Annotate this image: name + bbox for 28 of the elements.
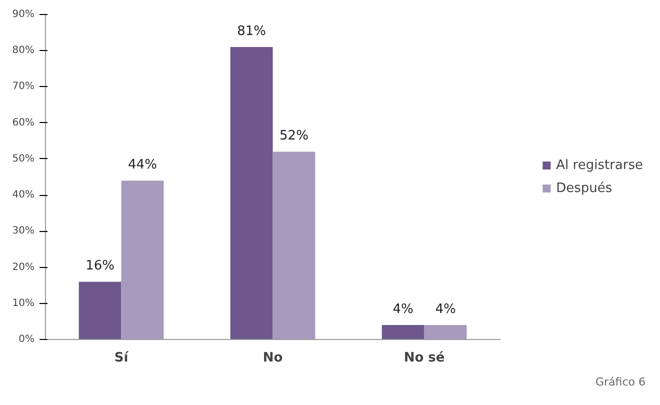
y-tick-label: 0% xyxy=(18,334,35,345)
bar xyxy=(382,325,424,340)
bar xyxy=(424,325,467,340)
y-tick-label: 60% xyxy=(12,117,35,128)
y-tick-label: 40% xyxy=(12,190,35,201)
data-label: 16% xyxy=(86,258,115,274)
legend-label: Al registrarse xyxy=(556,158,643,172)
data-label: 44% xyxy=(128,158,157,173)
y-tick-label: 80% xyxy=(12,45,35,56)
bar xyxy=(78,282,122,340)
text: Gráfico 6 xyxy=(596,376,646,388)
x-tick-label: No xyxy=(262,350,283,366)
bar xyxy=(121,180,164,340)
data-label: 81% xyxy=(237,24,266,39)
data-label: 52% xyxy=(280,128,308,144)
x-tick-label: No sé xyxy=(404,350,445,366)
x-tick-label: Sí xyxy=(114,350,130,366)
legend-label: Después xyxy=(556,180,612,196)
data-label: 4% xyxy=(435,302,456,318)
bar xyxy=(272,152,316,340)
y-tick-label: 30% xyxy=(12,226,35,237)
y-tick-label: 50% xyxy=(12,153,35,164)
y-tick-label: 10% xyxy=(12,298,35,309)
y-tick-label: 70% xyxy=(12,81,35,92)
data-label: 4% xyxy=(392,302,414,318)
y-tick-label: 20% xyxy=(12,262,35,273)
bar xyxy=(230,47,273,340)
y-tick-label: 90% xyxy=(12,9,35,20)
